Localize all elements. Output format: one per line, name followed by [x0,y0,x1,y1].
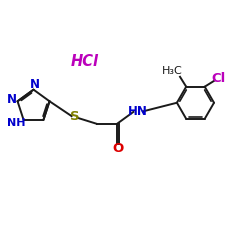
Text: NH: NH [8,118,26,128]
Text: S: S [70,110,79,123]
Text: HN: HN [128,105,148,118]
Text: O: O [112,142,124,156]
Text: HCl: HCl [70,54,98,70]
Text: N: N [7,93,17,106]
Text: H₃C: H₃C [162,66,183,76]
Text: Cl: Cl [211,72,226,85]
Text: N: N [30,78,40,91]
